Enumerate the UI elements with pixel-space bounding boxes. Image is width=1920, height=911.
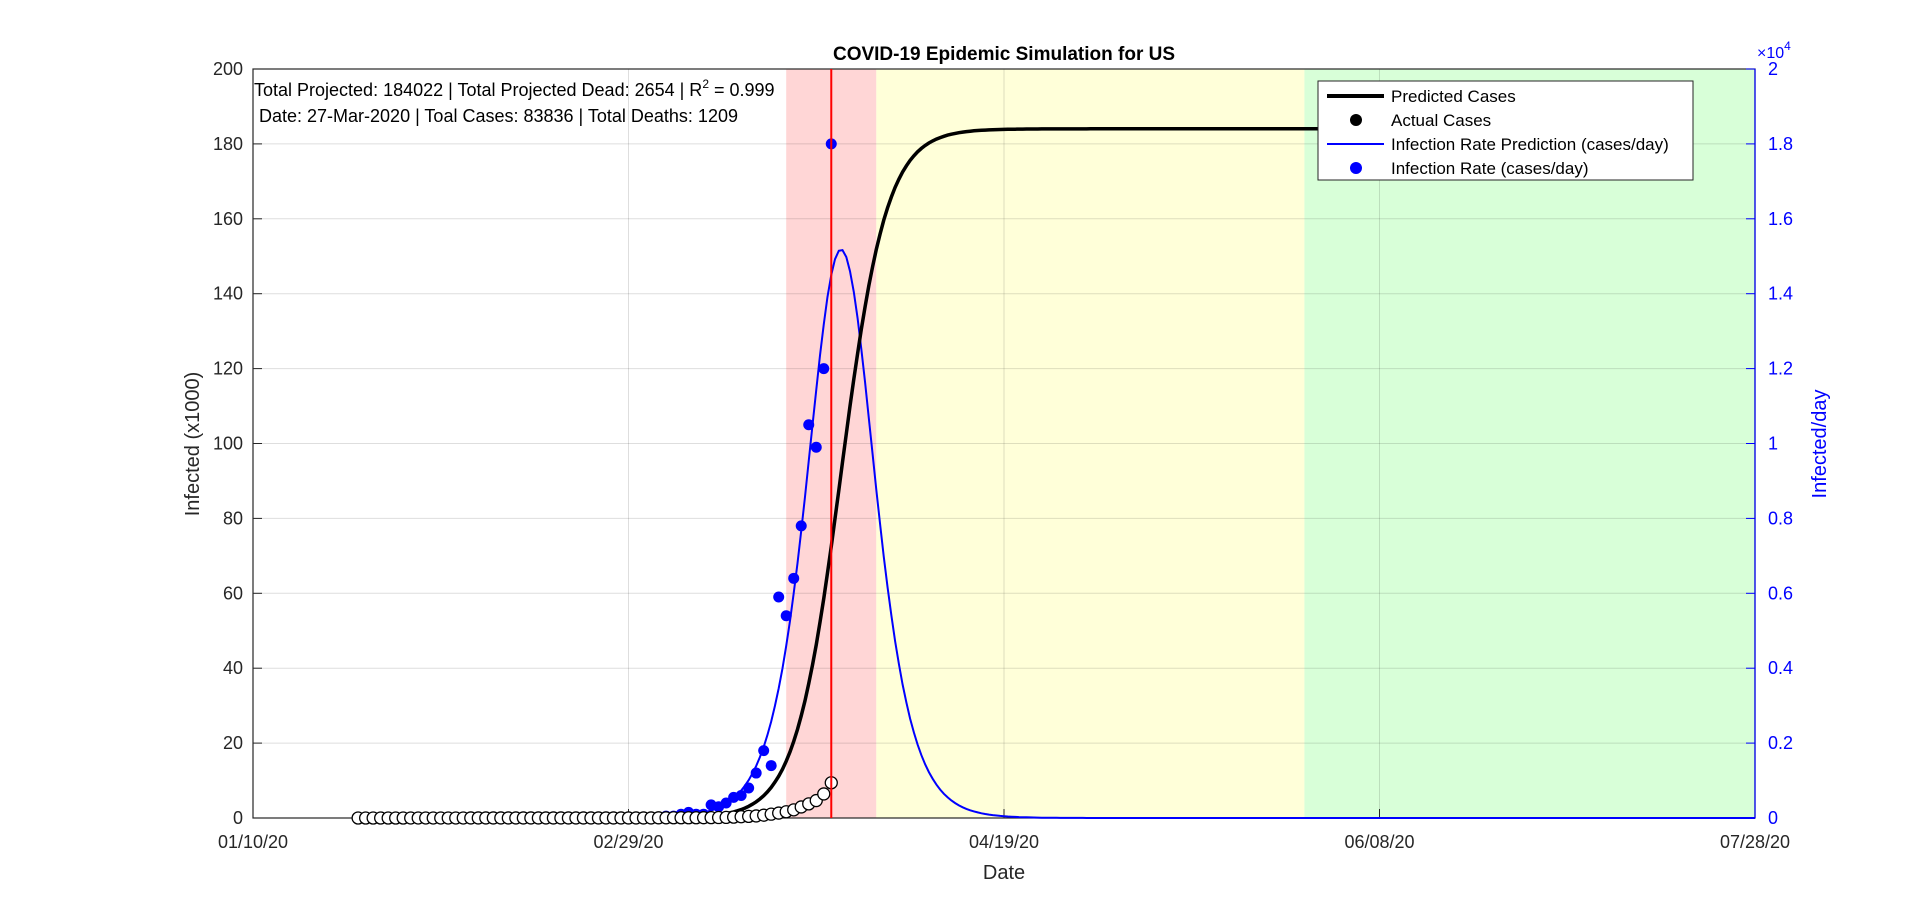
x-tick-label: 02/29/20 [593, 832, 663, 852]
legend-label-predicted: Predicted Cases [1391, 87, 1516, 106]
y-tick-label-right: 1 [1768, 434, 1778, 454]
legend-swatch-rate [1350, 162, 1362, 174]
legend-label-actual: Actual Cases [1391, 111, 1491, 130]
y-tick-label-right: 1.8 [1768, 134, 1793, 154]
y-axis-label-left: Infected (x1000) [182, 372, 204, 517]
chart-title: COVID-19 Epidemic Simulation for US [833, 44, 1175, 65]
y-tick-label-right: 2 [1768, 59, 1778, 79]
phase-band-slowing [876, 69, 1305, 818]
y-tick-label-right: 0.6 [1768, 583, 1793, 603]
legend-label-rate-prediction: Infection Rate Prediction (cases/day) [1391, 135, 1669, 154]
infection-rate-point [788, 572, 800, 584]
legend-swatch-actual [1350, 114, 1362, 126]
x-tick-label: 07/28/20 [1720, 832, 1790, 852]
legend-label-rate: Infection Rate (cases/day) [1391, 159, 1588, 178]
series-layer [351, 69, 1755, 825]
infection-rate-point [780, 610, 792, 622]
y-tick-label-left: 60 [223, 583, 243, 603]
y-tick-label-left: 140 [213, 284, 243, 304]
infection-rate-point [735, 790, 747, 802]
y-tick-label-left: 80 [223, 508, 243, 528]
r-squared-value: = 0.999 [709, 80, 775, 100]
r-squared-exponent: 2 [702, 77, 709, 91]
x-tick-label: 04/19/20 [969, 832, 1039, 852]
y-tick-label-left: 100 [213, 434, 243, 454]
y-tick-label-right: 1.2 [1768, 359, 1793, 379]
infection-rate-point [720, 797, 732, 809]
exponent-base: ×10 [1757, 45, 1784, 62]
y-tick-label-left: 40 [223, 658, 243, 678]
y-tick-label-left: 180 [213, 134, 243, 154]
infection-rate-point [743, 782, 755, 794]
infection-rate-point [795, 520, 807, 532]
infection-rate-point [758, 745, 770, 757]
infection-rate-point [810, 441, 822, 453]
y-axis-label-right: Infected/day [1809, 390, 1831, 499]
y-tick-label-left: 120 [213, 359, 243, 379]
infection-rate-point [803, 419, 815, 431]
y-tick-label-left: 200 [213, 59, 243, 79]
phase-shading-layer [786, 69, 1755, 818]
stats-annotation-line2: Date: 27-Mar-2020 | Toal Cases: 83836 | … [254, 106, 738, 126]
tick-layer: 01/10/20 02/29/20 04/19/20 06/08/20 07/28/20… [213, 59, 1793, 852]
x-tick-label: 01/10/20 [218, 832, 288, 852]
right-axis-exponent: ×104 [1757, 39, 1791, 62]
y-tick-label-left: 160 [213, 209, 243, 229]
y-tick-label-right: 0.8 [1768, 508, 1793, 528]
y-tick-label-right: 1.6 [1768, 209, 1793, 229]
infection-rate-point [765, 760, 777, 772]
legend: Predicted Cases Actual Cases Infection R… [1317, 80, 1694, 181]
infection-rate-point [750, 767, 762, 779]
x-axis-label: Date [983, 862, 1025, 884]
y-tick-label-right: 0 [1768, 808, 1778, 828]
y-tick-label-left: 0 [233, 808, 243, 828]
y-tick-label-right: 0.2 [1768, 733, 1793, 753]
y-tick-label-right: 0.4 [1768, 658, 1793, 678]
phase-band-ending [1304, 69, 1755, 818]
y-tick-label-left: 20 [223, 733, 243, 753]
stats-annotation-line1: Total Projected: 184022 | Total Projecte… [254, 77, 775, 100]
infection-rate-point [773, 591, 785, 603]
infection-rate-point [818, 363, 830, 375]
stats-line1-text: Total Projected: 184022 | Total Projecte… [254, 80, 702, 100]
x-tick-label: 06/08/20 [1344, 832, 1414, 852]
y-tick-label-right: 1.4 [1768, 284, 1793, 304]
exponent-power: 4 [1784, 39, 1791, 53]
actual-case-point [817, 787, 831, 801]
